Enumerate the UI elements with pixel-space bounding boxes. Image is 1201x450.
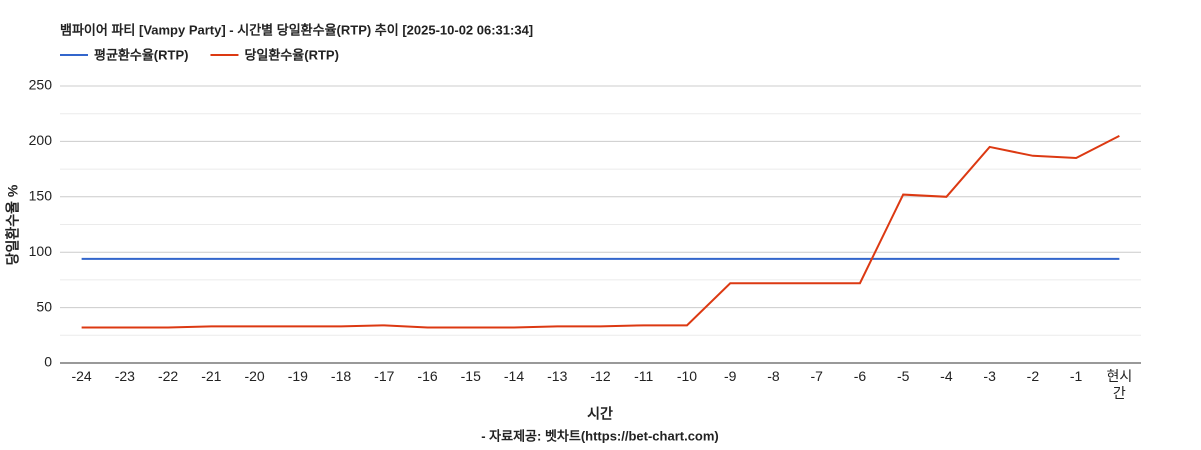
chart-title: 뱀파이어 파티 [Vampy Party] - 시간별 당일환수율(RTP) 추… [60,22,533,37]
y-tick-label: 50 [36,298,52,314]
y-tick-label: 0 [44,354,52,370]
y-axis-title: 당일환수율 % [5,184,21,265]
x-tick-label: 현시간 [1106,368,1133,401]
x-axis-title: 시간 [587,406,613,422]
y-tick-label: 200 [29,132,53,148]
series-line [81,134,1120,329]
x-tick-label: -8 [767,368,780,384]
x-tick-label: -6 [853,368,867,384]
x-tick-label: -17 [374,368,395,384]
x-tick-label: -5 [896,368,910,384]
x-tick-label: -24 [71,368,92,384]
x-tick-label: -21 [201,368,222,384]
x-tick-label: -18 [330,368,352,384]
x-tick-label: -12 [590,368,611,384]
x-tick-label: -19 [287,368,308,384]
legend-label: 당일환수율(RTP) [244,47,338,62]
legend-label: 평균환수율(RTP) [94,47,188,62]
x-tick-label: -16 [417,368,438,384]
x-tick-label: -20 [244,368,265,384]
x-tick-label: -13 [547,368,568,384]
y-tick-label: 150 [29,188,53,204]
x-tick-label: -14 [503,368,525,384]
x-tick-label: -4 [940,368,953,384]
x-tick-label: -3 [983,368,996,384]
x-tick-label: -22 [157,368,179,384]
x-tick-label: -15 [460,368,481,384]
x-tick-label: -2 [1026,368,1040,384]
x-tick-label: -9 [723,368,737,384]
x-tick-label: -11 [634,368,654,384]
y-tick-label: 100 [29,243,53,259]
y-tick-label: 250 [29,77,53,93]
x-tick-label: -10 [676,368,698,384]
source: - 자료제공: 벳차트(https://bet-chart.com) [481,428,719,443]
x-tick-label: -7 [810,368,823,384]
x-tick-label: -23 [114,368,135,384]
x-tick-label: -1 [1069,368,1083,384]
